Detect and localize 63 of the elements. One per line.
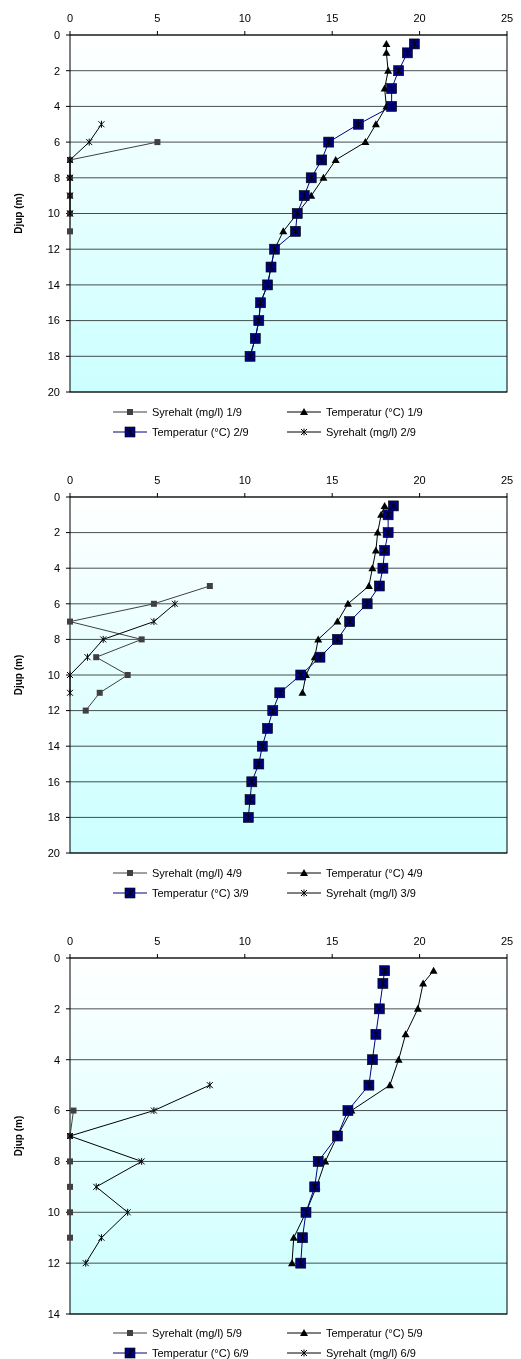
y-tick-label: 20 [47, 385, 60, 398]
x-tick-label: 10 [238, 12, 251, 24]
x-tick-label: 0 [66, 12, 74, 24]
y-tick-label: 8 [53, 1155, 60, 1168]
x-tick-label: 5 [154, 474, 161, 486]
y-tick-label: 4 [53, 100, 60, 113]
y-tick-label: 16 [47, 775, 60, 788]
y-axis-title: Djup (m) [13, 193, 24, 234]
legend-label: Temperatur (°C) 3/9 [152, 886, 249, 899]
y-tick-label: 2 [53, 64, 60, 77]
y-tick-label: 0 [53, 951, 60, 964]
x-tick-label: 0 [66, 474, 74, 486]
y-tick-label: 10 [47, 1206, 60, 1219]
y-tick-label: 4 [53, 562, 60, 575]
legend-label: Temperatur (°C) 6/9 [152, 1346, 249, 1359]
x-tick-label: 15 [326, 12, 339, 24]
y-tick-label: 14 [47, 278, 60, 291]
legend-label: Syrehalt (mg/l) 1/9 [152, 405, 242, 418]
y-tick-label: 0 [53, 28, 60, 41]
x-tick-label: 10 [238, 935, 251, 947]
y-tick-label: 6 [53, 135, 60, 148]
y-tick-label: 2 [53, 1002, 60, 1015]
legend-label: Syrehalt (mg/l) 3/9 [326, 886, 416, 899]
x-tick-label: 15 [326, 935, 339, 947]
y-tick-label: 2 [53, 526, 60, 539]
y-axis-title: Djup (m) [13, 654, 24, 696]
y-tick-label: 12 [47, 243, 60, 256]
y-tick-label: 12 [47, 704, 60, 717]
x-tick-label: 0 [66, 935, 74, 947]
y-axis-title: Djup (m) [13, 1115, 24, 1157]
y-tick-label: 10 [47, 668, 60, 681]
y-tick-label: 16 [47, 314, 60, 327]
legend-label: Temperatur (°C) 2/9 [152, 425, 249, 438]
legend-label: Syrehalt (mg/l) 2/9 [326, 425, 416, 438]
legend-label: Syrehalt (mg/l) 5/9 [152, 1326, 242, 1339]
x-tick-label: 10 [238, 474, 251, 486]
y-tick-label: 4 [53, 1053, 60, 1066]
legend-label: Syrehalt (mg/l) 4/9 [152, 866, 242, 879]
y-tick-label: 6 [53, 597, 60, 610]
x-tick-label: 5 [154, 935, 161, 947]
x-tick-label: 20 [413, 474, 426, 486]
x-tick-label: 25 [500, 474, 514, 486]
y-tick-label: 18 [47, 350, 60, 363]
y-tick-label: 18 [47, 811, 60, 824]
y-tick-label: 12 [47, 1256, 60, 1269]
x-tick-label: 20 [413, 935, 426, 947]
y-tick-label: 10 [47, 207, 60, 220]
legend-label: Temperatur (°C) 1/9 [326, 405, 423, 418]
x-tick-label: 5 [154, 12, 161, 24]
x-tick-label: 15 [326, 474, 339, 486]
x-tick-label: 20 [413, 12, 426, 24]
y-tick-label: 0 [53, 490, 60, 503]
y-tick-label: 14 [47, 1307, 60, 1320]
y-tick-label: 14 [47, 740, 60, 753]
y-tick-label: 8 [53, 633, 60, 646]
y-tick-label: 6 [53, 1104, 60, 1117]
y-tick-label: 20 [47, 846, 60, 859]
y-tick-label: 8 [53, 171, 60, 184]
x-tick-label: 25 [500, 12, 514, 24]
x-tick-label: 25 [500, 935, 514, 947]
legend-label: Temperatur (°C) 4/9 [326, 866, 423, 879]
legend-label: Temperatur (°C) 5/9 [326, 1326, 423, 1339]
legend-label: Syrehalt (mg/l) 6/9 [326, 1346, 416, 1359]
